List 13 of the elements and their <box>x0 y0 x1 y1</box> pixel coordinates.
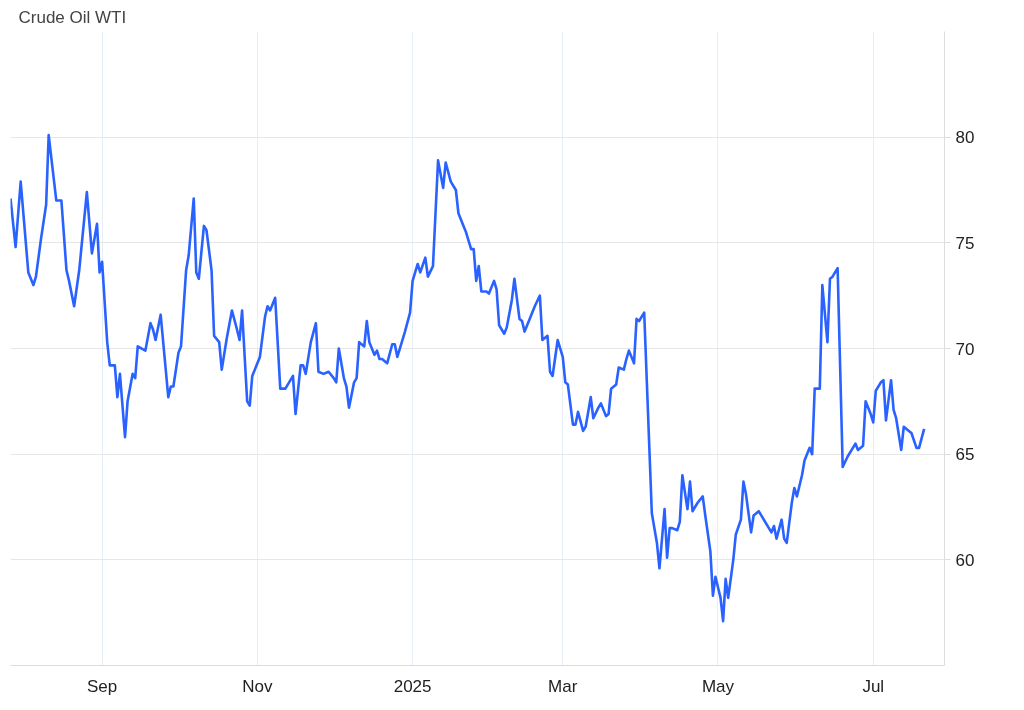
line-series <box>10 133 926 623</box>
y-tick-label: 75 <box>955 233 975 253</box>
x-tick-label: Nov <box>242 676 273 696</box>
x-tick-label: Mar <box>548 676 578 696</box>
y-tick-label: 60 <box>955 550 975 570</box>
chart-title: Crude Oil WTI <box>18 7 127 27</box>
x-tick-label: Jul <box>862 676 885 696</box>
y-tick-label: 70 <box>955 339 975 359</box>
x-tick-label: 2025 <box>393 676 432 696</box>
x-tick-label: Sep <box>86 676 118 696</box>
x-tick-label: May <box>701 676 735 696</box>
y-tick-label: 65 <box>955 445 975 465</box>
y-tick-label: 80 <box>955 128 975 148</box>
